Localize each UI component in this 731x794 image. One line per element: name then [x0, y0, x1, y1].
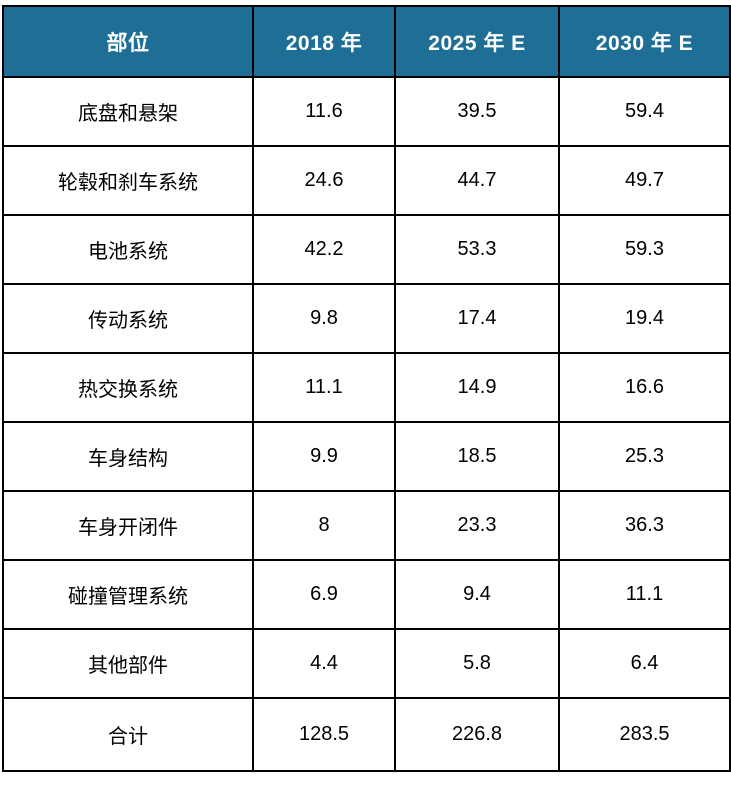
row-label-cell: 热交换系统: [2, 352, 254, 423]
column-header: 2025 年 E: [394, 5, 560, 78]
value-cell: 17.4: [394, 283, 560, 354]
row-label-cell: 其他部件: [2, 628, 254, 699]
value-cell: 36.3: [558, 490, 731, 561]
value-cell: 11.1: [252, 352, 396, 423]
component-market-table: 部位 2018 年 2025 年 E 2030 年 E 底盘和悬架 11.6 39.5 59…: [2, 5, 731, 772]
value-cell: 42.2: [252, 214, 396, 285]
row-label-cell: 电池系统: [2, 214, 254, 285]
value-cell: 6.4: [558, 628, 731, 699]
value-cell: 9.8: [252, 283, 396, 354]
value-cell: 16.6: [558, 352, 731, 423]
value-cell: 11.6: [252, 76, 396, 147]
row-label-cell: 轮毂和刹车系统: [2, 145, 254, 216]
table-body: 底盘和悬架 11.6 39.5 59.4 轮毂和刹车系统 24.6 44.7 49.7 电池系统…: [2, 76, 731, 772]
value-cell: 39.5: [394, 76, 560, 147]
table-row: 碰撞管理系统 6.9 9.4 11.1: [2, 559, 731, 630]
table-row: 传动系统 9.8 17.4 19.4: [2, 283, 731, 354]
table-row: 热交换系统 11.1 14.9 16.6: [2, 352, 731, 423]
table-row: 车身结构 9.9 18.5 25.3: [2, 421, 731, 492]
value-cell: 283.5: [558, 697, 731, 772]
table-row: 车身开闭件 8 23.3 36.3: [2, 490, 731, 561]
table-container: 部位 2018 年 2025 年 E 2030 年 E 底盘和悬架 11.6 39.5 59…: [2, 5, 731, 772]
table-header: 部位 2018 年 2025 年 E 2030 年 E: [2, 5, 731, 78]
value-cell: 9.4: [394, 559, 560, 630]
value-cell: 18.5: [394, 421, 560, 492]
row-label-cell: 传动系统: [2, 283, 254, 354]
value-cell: 11.1: [558, 559, 731, 630]
row-label-cell: 车身开闭件: [2, 490, 254, 561]
value-cell: 128.5: [252, 697, 396, 772]
value-cell: 9.9: [252, 421, 396, 492]
row-label-cell: 底盘和悬架: [2, 76, 254, 147]
column-header: 部位: [2, 5, 254, 78]
row-label-cell: 合计: [2, 697, 254, 772]
value-cell: 8: [252, 490, 396, 561]
value-cell: 53.3: [394, 214, 560, 285]
column-header: 2030 年 E: [558, 5, 731, 78]
value-cell: 25.3: [558, 421, 731, 492]
header-row: 部位 2018 年 2025 年 E 2030 年 E: [2, 5, 731, 78]
table-row: 合计 128.5 226.8 283.5: [2, 697, 731, 772]
value-cell: 14.9: [394, 352, 560, 423]
table-row: 其他部件 4.4 5.8 6.4: [2, 628, 731, 699]
value-cell: 23.3: [394, 490, 560, 561]
value-cell: 5.8: [394, 628, 560, 699]
value-cell: 44.7: [394, 145, 560, 216]
value-cell: 226.8: [394, 697, 560, 772]
value-cell: 59.4: [558, 76, 731, 147]
value-cell: 19.4: [558, 283, 731, 354]
value-cell: 6.9: [252, 559, 396, 630]
table-row: 电池系统 42.2 53.3 59.3: [2, 214, 731, 285]
value-cell: 24.6: [252, 145, 396, 216]
value-cell: 4.4: [252, 628, 396, 699]
column-header: 2018 年: [252, 5, 396, 78]
table-row: 轮毂和刹车系统 24.6 44.7 49.7: [2, 145, 731, 216]
value-cell: 49.7: [558, 145, 731, 216]
table-row: 底盘和悬架 11.6 39.5 59.4: [2, 76, 731, 147]
row-label-cell: 碰撞管理系统: [2, 559, 254, 630]
row-label-cell: 车身结构: [2, 421, 254, 492]
value-cell: 59.3: [558, 214, 731, 285]
